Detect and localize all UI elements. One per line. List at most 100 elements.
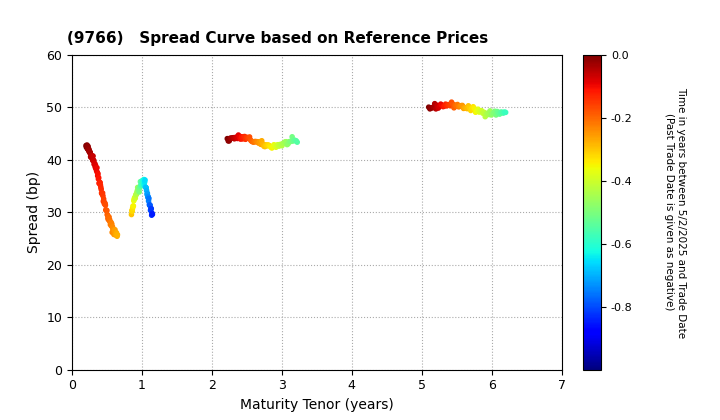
Point — [465, 107, 477, 114]
Point — [247, 139, 258, 145]
Point — [98, 199, 109, 205]
Point — [93, 176, 104, 182]
Point — [467, 103, 479, 110]
Point — [96, 186, 107, 193]
Point — [252, 138, 264, 145]
Point — [240, 136, 251, 143]
Point — [91, 168, 102, 174]
Point — [448, 105, 459, 111]
Point — [147, 211, 158, 218]
Point — [429, 100, 441, 107]
Point — [254, 138, 266, 145]
Point — [129, 195, 140, 202]
Point — [109, 228, 120, 235]
Point — [453, 103, 464, 110]
Point — [106, 223, 117, 229]
Point — [500, 109, 511, 116]
Point — [251, 139, 262, 145]
Point — [101, 207, 112, 214]
Point — [485, 108, 496, 114]
Point — [84, 149, 95, 155]
Point — [264, 143, 276, 150]
Point — [267, 143, 279, 150]
Point — [222, 135, 233, 142]
Point — [132, 186, 144, 193]
Point — [102, 212, 113, 218]
Point — [424, 105, 436, 112]
Point — [442, 101, 454, 108]
Point — [441, 102, 452, 109]
Point — [446, 99, 457, 105]
Point — [274, 141, 286, 148]
Point — [96, 190, 107, 197]
Point — [257, 140, 269, 147]
Point — [249, 138, 261, 145]
Point — [80, 142, 91, 149]
Point — [90, 162, 102, 169]
Point — [470, 109, 482, 116]
Point — [228, 134, 239, 141]
Point — [100, 207, 112, 214]
Point — [136, 182, 148, 189]
Point — [277, 140, 289, 147]
Point — [104, 221, 116, 228]
Point — [462, 105, 473, 112]
Point — [89, 164, 101, 171]
Point — [110, 231, 122, 238]
Point — [467, 105, 478, 111]
Point — [229, 136, 240, 142]
Point — [133, 189, 145, 195]
Point — [97, 192, 109, 199]
Point — [102, 216, 114, 223]
Point — [287, 138, 299, 144]
Point — [495, 109, 507, 116]
Point — [488, 110, 500, 116]
Point — [81, 144, 92, 150]
Point — [278, 139, 289, 146]
Point — [94, 179, 106, 186]
Point — [140, 184, 151, 190]
Point — [111, 231, 122, 238]
Point — [139, 179, 150, 186]
Point — [81, 145, 93, 152]
Point — [223, 137, 235, 144]
Point — [225, 135, 236, 142]
X-axis label: Maturity Tenor (years): Maturity Tenor (years) — [240, 398, 394, 412]
Point — [483, 111, 495, 118]
Point — [227, 135, 238, 142]
Point — [476, 108, 487, 114]
Point — [106, 220, 117, 227]
Point — [139, 177, 150, 184]
Point — [260, 142, 271, 148]
Point — [145, 205, 157, 212]
Point — [112, 231, 123, 238]
Point — [81, 142, 93, 148]
Point — [108, 231, 120, 238]
Point — [146, 212, 158, 218]
Point — [237, 136, 248, 142]
Point — [494, 111, 505, 118]
Point — [480, 113, 491, 120]
Point — [268, 142, 279, 148]
Point — [127, 208, 138, 215]
Point — [235, 133, 247, 140]
Point — [127, 205, 138, 212]
Point — [471, 108, 482, 115]
Point — [459, 104, 471, 111]
Point — [126, 207, 138, 214]
Point — [287, 134, 298, 140]
Point — [282, 141, 293, 148]
Point — [109, 231, 121, 237]
Point — [143, 198, 154, 205]
Point — [142, 190, 153, 197]
Point — [88, 157, 99, 163]
Point — [256, 137, 268, 144]
Point — [107, 223, 118, 230]
Point — [423, 104, 434, 110]
Point — [104, 217, 115, 224]
Point — [144, 202, 156, 208]
Point — [138, 176, 150, 183]
Point — [451, 103, 462, 110]
Point — [140, 184, 152, 191]
Point — [272, 142, 284, 148]
